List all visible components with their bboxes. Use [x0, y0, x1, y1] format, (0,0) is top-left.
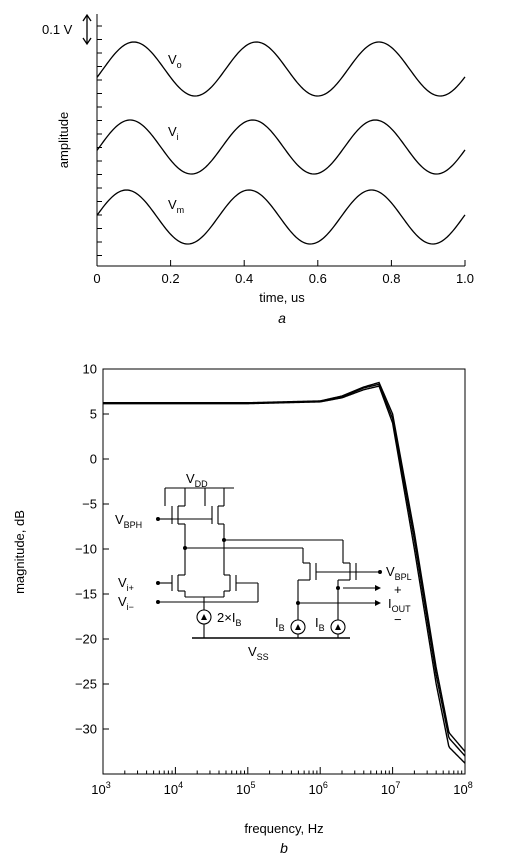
panel-b-x-tick-label: 108: [453, 780, 472, 797]
label-plus: +: [394, 582, 402, 597]
series-label-vo: Vo: [168, 52, 182, 70]
panel-b-y-ticks: 10 5 0 −5 −10 −15 −20 −25 −30: [75, 362, 109, 737]
panel-b-x-ticks: 103 104 105 106 107 108: [91, 767, 473, 797]
label-iout: IOUT: [388, 596, 411, 614]
panel-a-ylabel: amplitude: [56, 112, 71, 168]
panel-b-y-tick-label: 5: [90, 407, 97, 422]
panel-b-y-tick-label: −30: [75, 722, 97, 737]
label-tail: 2×IB: [217, 610, 241, 628]
panel-b-x-tick-label: 103: [91, 780, 110, 797]
panel-a-series-o: [96, 41, 466, 97]
panel-a-xlabel: time, us: [259, 290, 305, 305]
panel-a-caption: a: [278, 310, 286, 326]
series-label-vi: Vi: [168, 124, 179, 142]
inset-schematic: [158, 487, 380, 639]
panel-b-y-tick-label: 10: [83, 362, 97, 377]
panel-b-xlabel: frequency, Hz: [244, 821, 323, 836]
panel-a-x-ticks: 0 0.2 0.4 0.6 0.8 1.0: [93, 260, 474, 286]
scale-bar: 0.1 V: [42, 13, 92, 46]
label-vbpl: VBPL: [386, 564, 412, 582]
panel-b-y-tick-label: −20: [75, 632, 97, 647]
panel-a-x-tick-label: 0.6: [309, 271, 327, 286]
label-ib2: IB: [315, 615, 325, 633]
panel-a-x-tick-label: 1.0: [456, 271, 474, 286]
label-minus: −: [394, 612, 402, 627]
panel-a-y-ticks: [97, 25, 102, 256]
panel-b-y-tick-label: −10: [75, 542, 97, 557]
label-vss: VSS: [248, 644, 269, 662]
label-vim: Vi−: [118, 594, 134, 612]
panel-a-x-tick-label: 0.4: [235, 271, 253, 286]
panel-b-y-tick-label: −25: [75, 677, 97, 692]
panel-b-curves: [103, 381, 466, 764]
panel-a: 0 0.2 0.4 0.6 0.8 1.0 0.1 V amplitude time, u…: [42, 13, 474, 326]
panel-b-series-3: [103, 381, 466, 752]
panel-a-x-tick-label: 0.2: [162, 271, 180, 286]
label-ib1: IB: [275, 615, 285, 633]
panel-b-x-tick-label: 106: [308, 780, 327, 797]
panel-b-x-tick-label: 105: [236, 780, 255, 797]
panel-b-y-tick-label: −5: [82, 497, 97, 512]
scale-bar-label: 0.1 V: [42, 22, 73, 37]
series-label-vm: Vm: [168, 197, 184, 215]
panel-b-frame: [102, 368, 466, 775]
label-vdd: VDD: [186, 471, 208, 489]
panel-a-curves: [96, 41, 466, 245]
panel-a-x-tick-label: 0.8: [382, 271, 400, 286]
label-vbph: VBPH: [115, 512, 142, 530]
panel-b-caption: b: [280, 840, 288, 856]
panel-b-x-tick-label: 104: [164, 780, 183, 797]
panel-a-series-i: [96, 119, 466, 175]
panel-a-x-tick-label: 0: [93, 271, 100, 286]
panel-b-ylabel: magnitude, dB: [12, 510, 27, 594]
panel-b-x-tick-label: 107: [381, 780, 400, 797]
panel-b-series-1: [103, 383, 466, 757]
panel-b-y-tick-label: −15: [75, 587, 97, 602]
panel-a-series-m: [96, 189, 466, 245]
label-vip: Vi+: [118, 575, 134, 593]
panel-b-series-2: [103, 385, 466, 764]
inset-nodes: [156, 517, 382, 630]
panel-b-y-tick-label: 0: [90, 452, 97, 467]
